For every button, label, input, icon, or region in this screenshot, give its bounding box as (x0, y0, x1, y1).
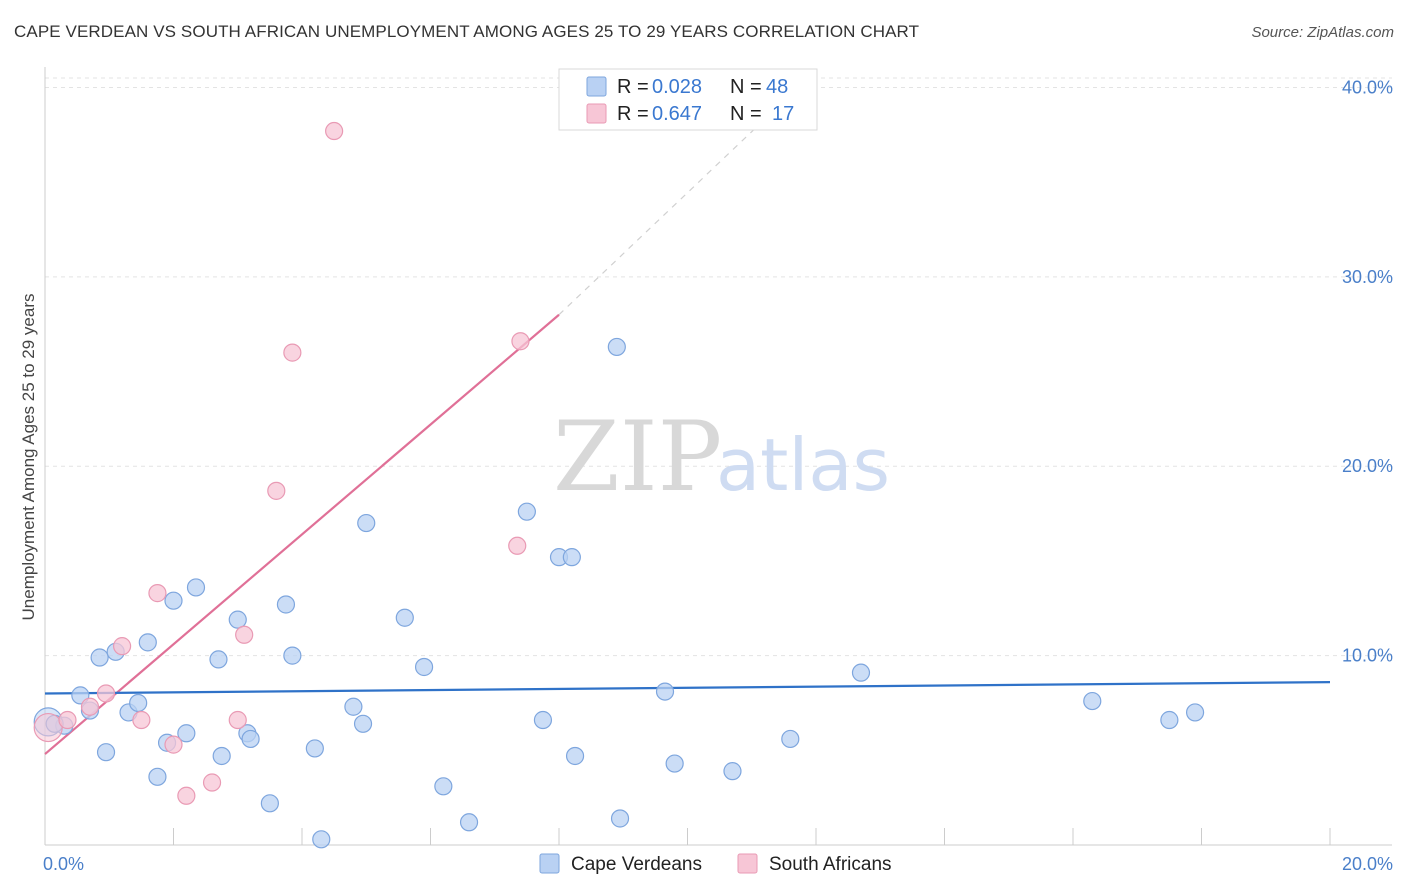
point-cape-verdean (177, 724, 196, 743)
bottom-legend-swatch-south-africans (737, 853, 758, 874)
trend-line-south-africans (44, 313, 560, 755)
point-south-african (177, 786, 196, 805)
bottom-legend-swatch-cape-verdeans (539, 853, 560, 874)
trend-lines (44, 94, 1331, 755)
point-cape-verdean (723, 762, 742, 781)
legend-swatch-blue (586, 76, 607, 97)
point-south-african (112, 637, 132, 656)
point-cape-verdean (610, 809, 630, 828)
point-cape-verdean (241, 729, 260, 749)
point-cape-verdean (1185, 703, 1205, 722)
point-cape-verdean (209, 650, 228, 669)
point-south-african (228, 710, 247, 730)
chart-title: CAPE VERDEAN VS SOUTH AFRICAN UNEMPLOYME… (14, 22, 920, 41)
legend-n-label-1: N = (730, 76, 762, 98)
watermark-zip: ZIP (553, 401, 722, 513)
point-cape-verdean (212, 746, 231, 766)
point-cape-verdean (1160, 710, 1179, 730)
point-cape-verdean (228, 610, 247, 629)
data-points (33, 121, 1205, 849)
legend-n-label-2: N = (730, 103, 762, 125)
point-cape-verdean (353, 714, 373, 733)
point-cape-verdean (357, 513, 376, 533)
point-cape-verdean (96, 743, 116, 762)
point-south-african (202, 773, 222, 792)
point-cape-verdean (517, 502, 536, 521)
point-cape-verdean (665, 754, 684, 773)
point-cape-verdean (562, 548, 581, 567)
point-cape-verdean (90, 648, 109, 667)
source-credit: Source: ZipAtlas.com (1251, 24, 1394, 41)
point-south-african (33, 712, 63, 743)
point-south-african (164, 735, 183, 754)
point-south-african (325, 121, 344, 141)
point-cape-verdean (148, 767, 167, 786)
point-cape-verdean (1083, 691, 1102, 711)
point-cape-verdean (138, 633, 157, 652)
point-south-african (283, 343, 302, 362)
point-cape-verdean (129, 693, 148, 713)
point-cape-verdean (655, 682, 675, 701)
point-cape-verdean (283, 646, 302, 665)
point-cape-verdean (312, 830, 331, 849)
point-cape-verdean (851, 663, 871, 682)
y-tick-label: 20.0% (1342, 456, 1393, 476)
grid-lines (45, 77, 1392, 657)
watermark-atlas: atlas (716, 423, 890, 507)
y-tick-label: 10.0% (1342, 646, 1393, 666)
point-cape-verdean (607, 337, 626, 357)
y-tick-labels: 10.0% 20.0% 30.0% 40.0% (1342, 77, 1393, 665)
point-cape-verdean (276, 595, 296, 614)
point-cape-verdean (781, 729, 800, 749)
point-south-african (96, 684, 116, 703)
point-cape-verdean (459, 813, 479, 832)
bottom-legend-south-africans: South Africans (769, 854, 892, 875)
legend-r-value-1: 0.028 (652, 76, 702, 98)
point-cape-verdean (434, 777, 453, 796)
point-south-african (267, 481, 286, 500)
trend-line-south-africans-extension (558, 94, 791, 316)
point-south-african (511, 332, 530, 351)
legend-r-value-2: 0.647 (652, 103, 702, 125)
point-cape-verdean (164, 591, 183, 610)
legend-r-label-1: R = (617, 76, 649, 98)
point-cape-verdean (186, 578, 206, 597)
point-cape-verdean (260, 794, 279, 813)
point-south-african (58, 710, 77, 730)
legend-n-value-2: 17 (772, 103, 794, 125)
x-tick-labels: 0.0% 20.0% (43, 854, 1393, 874)
point-cape-verdean (414, 657, 434, 677)
point-cape-verdean (305, 739, 324, 758)
legend-swatch-pink (586, 103, 607, 124)
bottom-legend-cape-verdeans: Cape Verdeans (571, 854, 702, 875)
point-cape-verdean (533, 710, 553, 730)
point-south-african (508, 536, 527, 555)
point-south-african (235, 625, 254, 644)
legend-n-value-1: 48 (766, 76, 788, 98)
y-tick-label: 40.0% (1342, 77, 1393, 97)
series-legend: Cape Verdeans South Africans (539, 853, 892, 875)
y-axis-label: Unemployment Among Ages 25 to 29 years (19, 294, 38, 621)
point-cape-verdean (344, 697, 363, 716)
point-cape-verdean (565, 746, 585, 766)
trend-line-cape-verdeans (44, 681, 1331, 695)
point-south-african (80, 697, 100, 716)
point-south-african (148, 584, 167, 603)
x-tick-label: 0.0% (43, 854, 84, 874)
point-south-african (132, 710, 151, 730)
correlation-legend: R = 0.028 N = 48 R = 0.647 N = 17 (558, 68, 818, 131)
x-tick-label: 20.0% (1342, 854, 1393, 874)
legend-r-label-2: R = (617, 103, 649, 125)
point-cape-verdean (395, 608, 414, 627)
y-tick-label: 30.0% (1342, 267, 1393, 287)
